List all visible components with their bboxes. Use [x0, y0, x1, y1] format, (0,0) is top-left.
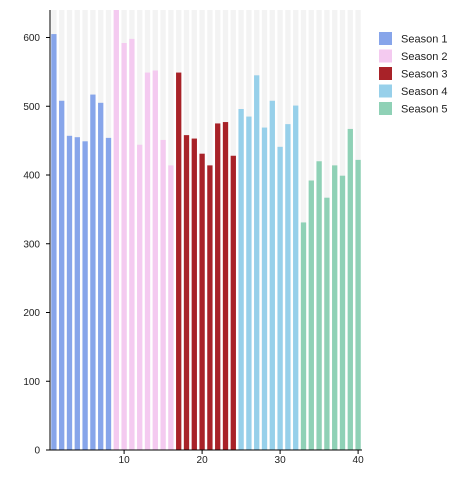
bar-season-3-x-17	[176, 72, 182, 450]
y-tick-label-300: 300	[23, 239, 40, 250]
background-bars	[51, 10, 361, 450]
bar-season-3-x-18	[183, 135, 190, 450]
bar-season-2-x-15	[160, 139, 166, 450]
bar-season-5-x-38	[339, 175, 346, 450]
bar-season-2-x-16	[168, 165, 174, 450]
bar-season-3-x-21	[207, 165, 213, 450]
legend-label-season-5: Season 5	[401, 104, 447, 116]
bar-season-2-x-11	[129, 38, 135, 450]
legend-swatch-season-2	[379, 49, 392, 63]
bar-season-2-x-9	[113, 10, 119, 450]
bar-season-2-x-12	[137, 144, 143, 450]
bar-season-4-x-32	[293, 105, 299, 450]
bar-season-3-x-23	[222, 122, 229, 450]
axes	[49, 10, 362, 451]
y-tick-label-200: 200	[23, 308, 40, 319]
y-tick-label-0: 0	[34, 446, 40, 457]
legend-swatch-season-3	[379, 67, 392, 80]
bar-season-1-x-1	[51, 34, 57, 450]
bar-season-3-x-19	[191, 138, 197, 450]
legend-swatch-season-4	[379, 84, 392, 98]
legend: Season 1 Season 2 Season 3 Season 4 Season 5	[379, 32, 447, 116]
y-tick-label-500: 500	[23, 102, 40, 113]
legend-label-season-2: Season 2	[401, 51, 447, 63]
bar-season-1-x-7	[98, 102, 104, 450]
legend-label-season-3: Season 3	[401, 69, 447, 81]
bar-season-4-x-30	[277, 146, 283, 450]
x-tick-label-20: 20	[197, 455, 209, 466]
bar-season-2-x-14	[152, 70, 158, 450]
data-bars	[51, 10, 361, 450]
bar-season-5-x-40	[355, 159, 361, 450]
bar-season-4-x-29	[269, 100, 275, 450]
y-tick-label-600: 600	[23, 33, 40, 44]
x-tick-label-10: 10	[119, 455, 131, 466]
bar-season-5-x-34	[308, 180, 314, 450]
bar-season-3-x-24	[230, 155, 236, 450]
bar-season-1-x-4	[74, 137, 80, 450]
bar-season-4-x-26	[246, 116, 252, 450]
bar-season-2-x-13	[144, 72, 151, 450]
legend-label-season-1: Season 1	[401, 34, 447, 46]
x-tick-label-30: 30	[275, 455, 287, 466]
bar-season-4-x-25	[238, 109, 244, 450]
y-tick-label-100: 100	[23, 377, 40, 388]
bar-season-1-x-5	[82, 141, 88, 450]
bar-season-5-x-36	[324, 197, 330, 450]
bar-season-4-x-31	[285, 124, 291, 450]
y-axis-ticks: 0 100 200 300 400 500 600	[23, 33, 50, 457]
bar-season-3-x-22	[215, 123, 221, 450]
bar-season-2-x-10	[121, 43, 127, 450]
legend-swatch-season-5	[379, 102, 392, 115]
bar-season-5-x-35	[316, 161, 322, 450]
bar-season-5-x-33	[300, 222, 307, 450]
bar-season-1-x-6	[90, 94, 96, 450]
bar-season-4-x-27	[254, 75, 260, 450]
bar-season-4-x-28	[261, 127, 268, 450]
bar-season-1-x-8	[105, 137, 112, 450]
x-axis-ticks: 10 20 30 40	[119, 450, 365, 466]
x-tick-label-40: 40	[353, 455, 365, 466]
bar-season-5-x-39	[347, 128, 353, 450]
bar-season-3-x-20	[199, 153, 205, 450]
y-tick-label-400: 400	[23, 171, 40, 182]
legend-swatch-season-1	[379, 32, 392, 45]
bar-season-1-x-3	[66, 135, 73, 450]
legend-label-season-4: Season 4	[401, 86, 447, 98]
bar-season-5-x-37	[332, 165, 338, 450]
bar-season-1-x-2	[59, 100, 65, 450]
